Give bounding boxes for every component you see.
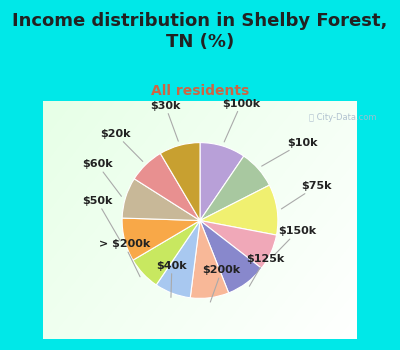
Text: $20k: $20k bbox=[100, 129, 143, 161]
Text: $30k: $30k bbox=[150, 101, 180, 141]
Text: $100k: $100k bbox=[222, 99, 260, 142]
Text: $200k: $200k bbox=[202, 265, 241, 302]
Text: Income distribution in Shelby Forest,
TN (%): Income distribution in Shelby Forest, TN… bbox=[12, 12, 388, 51]
Wedge shape bbox=[122, 218, 200, 260]
Wedge shape bbox=[122, 179, 200, 220]
Text: $50k: $50k bbox=[82, 196, 120, 241]
Text: $150k: $150k bbox=[275, 226, 316, 254]
Text: $75k: $75k bbox=[281, 181, 332, 209]
Wedge shape bbox=[190, 220, 229, 299]
Wedge shape bbox=[200, 156, 270, 220]
Text: ⓘ City-Data.com: ⓘ City-Data.com bbox=[309, 113, 377, 122]
Wedge shape bbox=[200, 220, 276, 268]
Text: $40k: $40k bbox=[156, 261, 187, 298]
Wedge shape bbox=[156, 220, 200, 298]
Text: $10k: $10k bbox=[262, 138, 318, 166]
Text: $125k: $125k bbox=[246, 254, 284, 286]
Wedge shape bbox=[133, 220, 200, 285]
Wedge shape bbox=[200, 220, 262, 293]
Wedge shape bbox=[200, 185, 278, 235]
Text: > $200k: > $200k bbox=[99, 239, 150, 277]
Text: All residents: All residents bbox=[151, 84, 249, 98]
Wedge shape bbox=[134, 153, 200, 220]
Wedge shape bbox=[160, 142, 200, 220]
Text: $60k: $60k bbox=[82, 159, 122, 196]
Wedge shape bbox=[200, 142, 244, 220]
